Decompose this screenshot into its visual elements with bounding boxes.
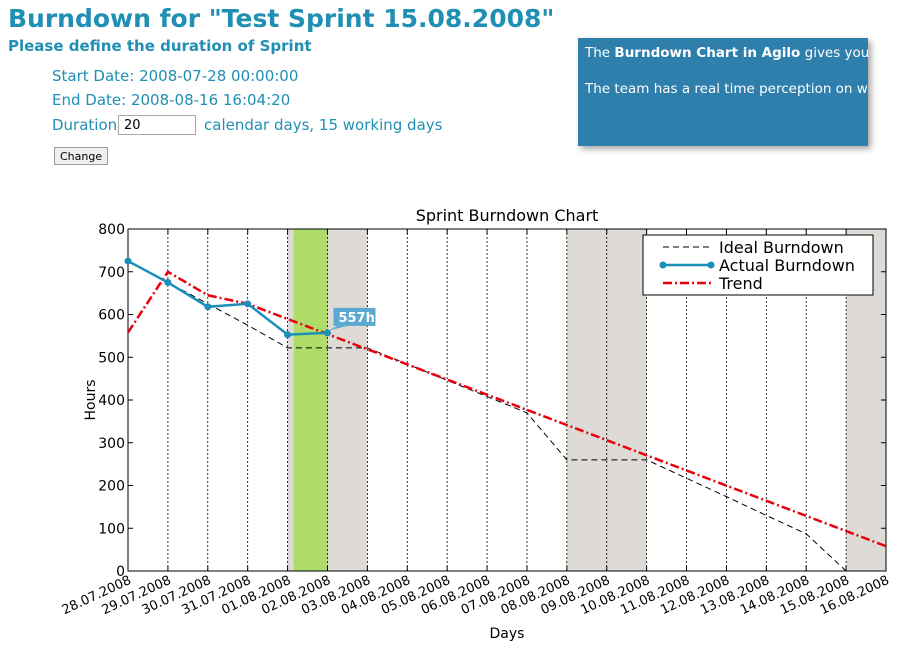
data-point	[323, 329, 331, 337]
y-tick-label: 300	[98, 436, 125, 452]
legend-marker	[707, 261, 715, 269]
y-axis-label: Hours	[83, 379, 99, 420]
callout-line-1-post: gives you the actual status of the Sprin…	[804, 45, 868, 61]
annotation-box	[333, 307, 376, 326]
y-tick-label: 800	[98, 222, 125, 238]
callout-line-1-bold: Burndown Chart in Agilo	[614, 45, 801, 61]
page-title: Burndown for "Test Sprint 15.08.2008"	[8, 4, 555, 33]
y-tick-label: 500	[98, 350, 125, 366]
y-tick-label: 700	[98, 265, 125, 281]
chart-title: Sprint Burndown Chart	[416, 206, 599, 225]
legend-label: Ideal Burndown	[719, 238, 844, 257]
series-line-actual-burndown	[127, 259, 328, 336]
y-tick-label: 200	[98, 479, 125, 495]
start-date: Start Date: 2008-07-28 00:00:00	[52, 67, 299, 85]
duration-suffix: calendar days, 15 working days	[204, 116, 443, 134]
change-button[interactable]: Change	[54, 147, 109, 165]
legend-marker	[659, 261, 667, 269]
x-axis-label: Days	[490, 626, 525, 642]
data-point	[284, 331, 292, 339]
weekend-band	[566, 229, 647, 571]
legend-label: Trend	[718, 274, 763, 293]
annotation-label: 557h	[338, 311, 374, 326]
callout-line-1-pre: The	[585, 45, 615, 61]
data-point	[124, 257, 132, 265]
page-subtitle: Please define the duration of Sprint	[8, 37, 312, 55]
series-line-trend	[126, 270, 887, 548]
y-tick-label: 0	[116, 564, 125, 580]
data-point	[164, 278, 172, 286]
burndown-chart: 010020030040050060070080028.07.200829.07…	[60, 206, 892, 642]
y-tick-label: 600	[98, 308, 125, 324]
info-callout: The Burndown Chart in Agilo gives you th…	[578, 38, 868, 146]
data-point	[204, 303, 212, 311]
y-tick-label: 100	[98, 521, 125, 537]
callout-line-1: The Burndown Chart in Agilo gives you th…	[585, 44, 868, 62]
duration-input[interactable]	[118, 115, 196, 135]
data-point	[244, 300, 252, 308]
duration-label: Duration	[52, 116, 118, 134]
y-tick-label: 400	[98, 393, 125, 409]
legend-label: Actual Burndown	[719, 256, 855, 275]
series-line-ideal-burndown	[127, 260, 847, 572]
today-band	[293, 229, 328, 571]
callout-line-2: The team has a real time perception on w…	[585, 81, 868, 97]
end-date: End Date: 2008-08-16 16:04:20	[52, 91, 291, 109]
annotation-pointer	[327, 325, 348, 331]
